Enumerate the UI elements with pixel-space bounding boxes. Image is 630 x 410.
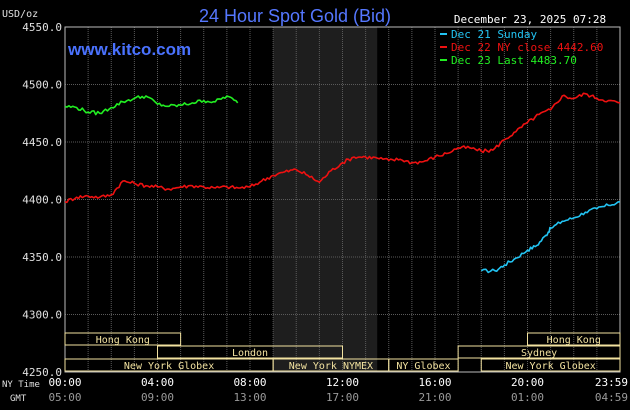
y-tick-label: 4250.0 (22, 366, 62, 379)
y-tick-label: 4400.0 (22, 194, 62, 207)
y-tick-label: 4350.0 (22, 251, 62, 264)
series-line-2 (64, 92, 621, 204)
session-label: London (232, 348, 268, 359)
legend-entry: Dec 21 Sunday (451, 28, 537, 41)
ny-time-row-label: NY Time (2, 380, 40, 390)
y-tick-label: 4500.0 (22, 79, 62, 92)
session-box (157, 345, 343, 359)
series-line-3 (64, 95, 239, 116)
gmt-row-label: GMT (10, 394, 27, 404)
session-label: NY Globex (396, 361, 450, 372)
session-label: New York NYMEX (289, 361, 373, 372)
session-box (457, 345, 621, 359)
session-box (64, 332, 182, 346)
session-label: Hong Kong (547, 335, 601, 346)
x-tick-gmt: 09:00 (141, 391, 174, 404)
session-label: New York Globex (124, 361, 214, 372)
x-tick-gmt: 01:00 (511, 391, 544, 404)
y-tick-label: 4450.0 (22, 136, 62, 149)
plot-border (64, 26, 621, 373)
session-box (480, 358, 621, 372)
x-tick-ny: 20:00 (511, 376, 544, 389)
x-tick-gmt: 17:00 (326, 391, 359, 404)
date-stamp: December 23, 2025 07:28 (454, 13, 606, 26)
session-label: Hong Kong (96, 335, 150, 346)
series-line-1 (480, 201, 621, 274)
legend-entry: Dec 22 NY close 4442.60 (451, 41, 603, 54)
session-box (527, 332, 621, 346)
x-tick-gmt: 04:59 (595, 391, 628, 404)
x-tick-ny: 12:00 (326, 376, 359, 389)
x-tick-gmt: 05:00 (48, 391, 81, 404)
y-tick-label: 4300.0 (22, 309, 62, 322)
x-tick-gmt: 13:00 (233, 391, 266, 404)
y-tick-label: 4550.0 (22, 21, 62, 34)
x-tick-ny: 04:00 (141, 376, 174, 389)
session-label: New York Globex (505, 361, 595, 372)
chart-title: 24 Hour Spot Gold (Bid) (199, 6, 391, 26)
x-tick-ny: 23:59 (595, 376, 628, 389)
session-label: Sydney (521, 348, 557, 359)
x-tick-ny: 16:00 (418, 376, 451, 389)
legend-entry: Dec 23 Last 4483.70 (451, 54, 577, 67)
session-box (388, 358, 459, 372)
x-tick-ny: 00:00 (48, 376, 81, 389)
x-tick-gmt: 21:00 (418, 391, 451, 404)
y-unit-label: USD/oz (2, 9, 38, 20)
x-tick-ny: 08:00 (233, 376, 266, 389)
watermark-text: www.kitco.com (67, 40, 191, 59)
